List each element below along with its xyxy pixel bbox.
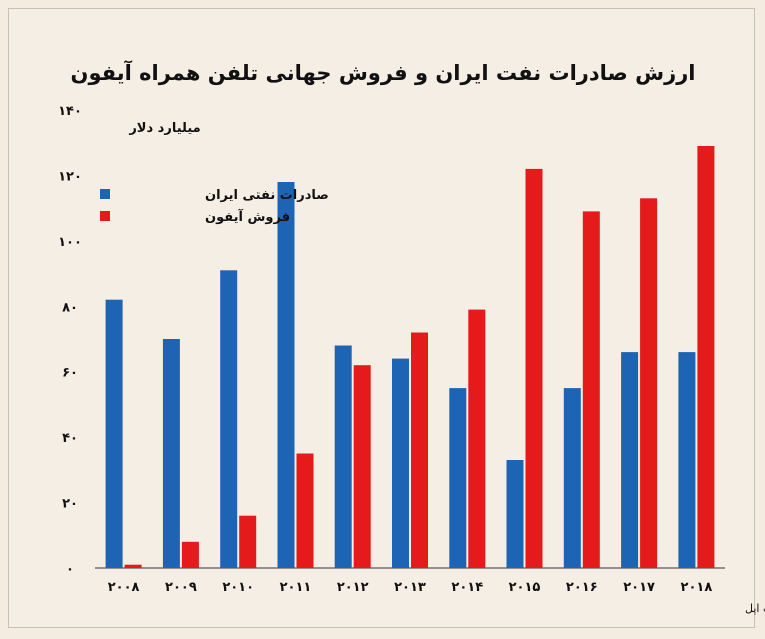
y-tick-label: ۴۰ xyxy=(62,431,78,446)
bar-iphone-sales xyxy=(640,198,658,569)
bar-iphone-sales xyxy=(525,168,543,568)
x-tick-label: ۲۰۱۲ xyxy=(337,580,369,595)
bar-iphone-sales xyxy=(697,146,715,568)
bar-oil-exports xyxy=(621,352,639,568)
bars xyxy=(105,146,715,569)
bar-oil-exports xyxy=(678,352,696,568)
legend-swatch xyxy=(100,211,110,221)
bar-oil-exports xyxy=(392,358,409,568)
bar-oil-exports xyxy=(277,182,295,568)
y-tick-label: ۱۴۰ xyxy=(58,104,82,119)
bar-iphone-sales xyxy=(468,309,486,568)
legend: صادرات نفتی ایران فروش آیفون xyxy=(100,188,329,225)
legend-label: صادرات نفتی ایران xyxy=(205,188,329,203)
y-tick-label: ۶۰ xyxy=(62,366,78,381)
legend-label: فروش آیفون xyxy=(205,208,290,225)
bar-iphone-sales xyxy=(124,564,142,568)
bar-iphone-sales xyxy=(582,211,600,568)
x-tick-label: ۲۰۱۳ xyxy=(394,580,426,595)
x-tick-label: ۲۰۰۸ xyxy=(108,580,140,595)
bar-oil-exports xyxy=(334,345,352,568)
bar-oil-exports xyxy=(506,460,524,568)
x-axis-ticks: ۲۰۰۸ ۲۰۰۹ ۲۰۱۰ ۲۰۱۱ ۲۰۱۲ ۲۰۱۳ ۲۰۱۴ ۲۰۱۵ ۲۰۱۶ ۲۰۱۷… xyxy=(108,580,713,595)
y-tick-label: ۰ xyxy=(66,562,74,577)
legend-swatch xyxy=(100,189,110,199)
bar-oil-exports xyxy=(162,339,180,568)
bar-oil-exports xyxy=(220,270,238,568)
x-tick-label: ۲۰۱۱ xyxy=(280,580,312,595)
chart-title: ارزش صادرات نفت ایران و فروش جهانی تلفن … xyxy=(71,60,696,85)
x-tick-label: ۲۰۰۹ xyxy=(165,580,197,595)
y-tick-label: ۲۰ xyxy=(62,497,78,512)
y-tick-label: ۱۲۰ xyxy=(58,169,82,184)
x-tick-label: ۲۰۱۰ xyxy=(222,580,254,595)
bar-oil-exports xyxy=(449,388,467,568)
bar-iphone-sales xyxy=(296,453,314,568)
bar-iphone-sales xyxy=(239,515,257,568)
bar-oil-exports xyxy=(105,299,123,568)
bar-oil-exports xyxy=(563,388,581,568)
bar-iphone-sales xyxy=(353,365,371,568)
y-axis-unit: میلیارد دلار xyxy=(128,121,200,136)
bar-iphone-sales xyxy=(181,541,199,568)
x-tick-label: ۲۰۱۷ xyxy=(623,580,655,595)
y-axis-ticks: ۰ ۲۰ ۴۰ ۶۰ ۸۰ ۱۰۰ ۱۲۰ ۱۴۰ xyxy=(58,104,82,577)
x-tick-label: ۲۰۱۸ xyxy=(681,580,713,595)
x-tick-label: ۲۰۱۶ xyxy=(566,580,598,595)
y-tick-label: ۱۰۰ xyxy=(58,235,82,250)
source-note: تحلیل و استنتاج: احسان سلطانی بر اساس دا… xyxy=(745,602,765,615)
y-tick-label: ۸۰ xyxy=(62,300,78,315)
bar-iphone-sales xyxy=(411,332,428,568)
x-tick-label: ۲۰۱۵ xyxy=(509,580,541,595)
x-tick-label: ۲۰۱۴ xyxy=(451,580,483,595)
